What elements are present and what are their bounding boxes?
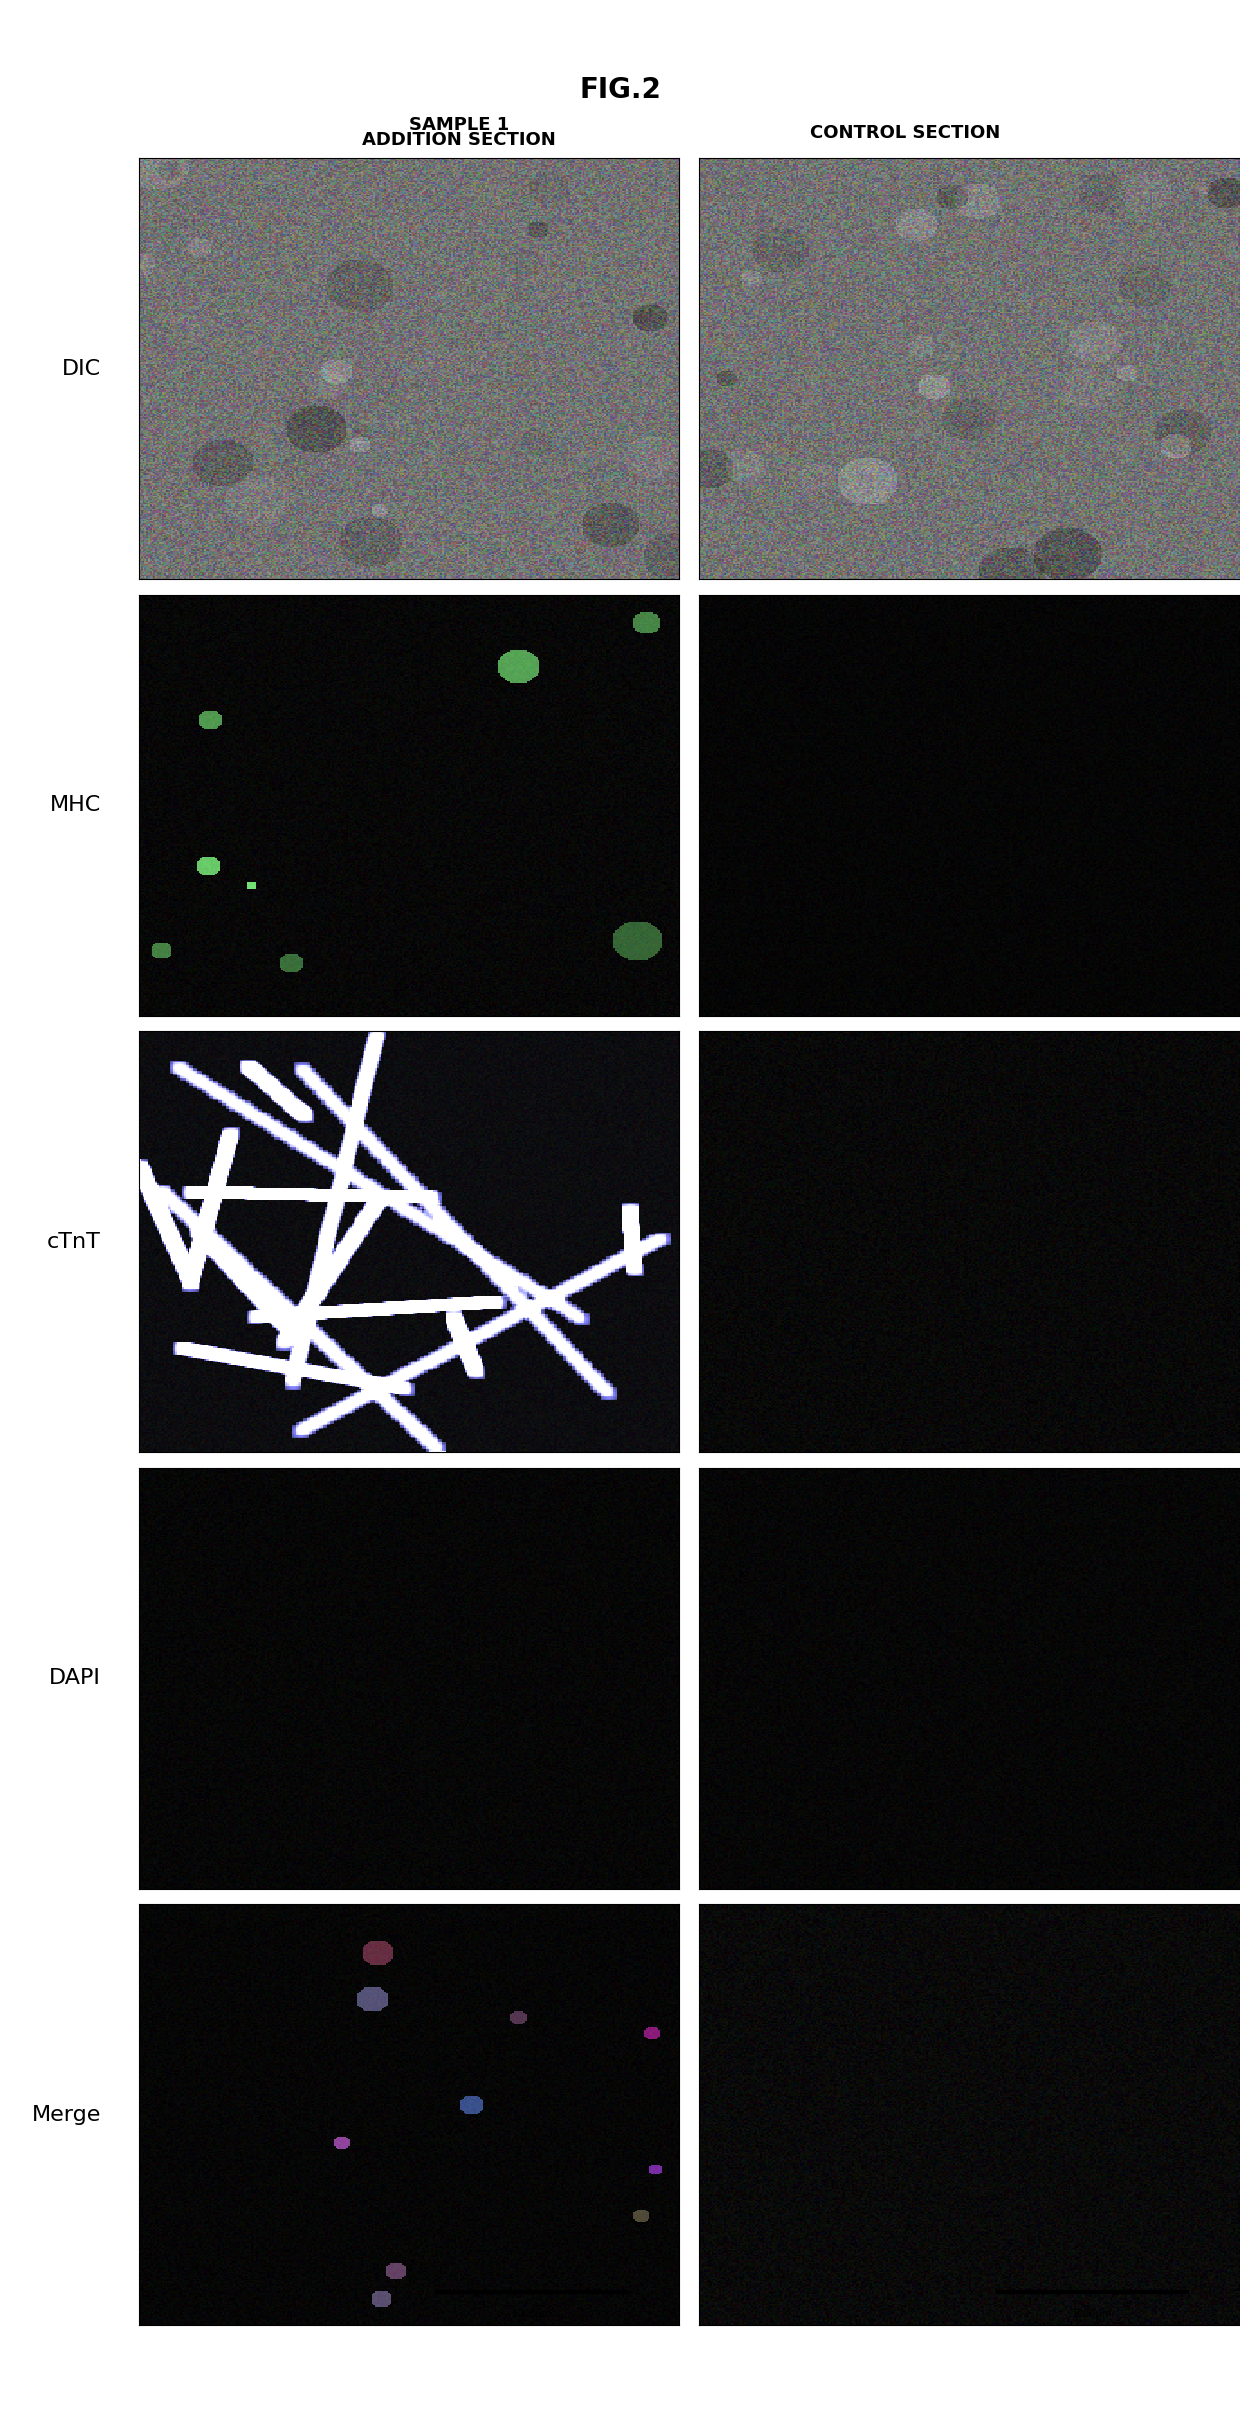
Text: 1000μm: 1000μm (1073, 2308, 1112, 2318)
Text: SAMPLE 1: SAMPLE 1 (409, 116, 508, 133)
Text: DIC: DIC (62, 358, 102, 378)
Text: Merge: Merge (32, 2105, 102, 2124)
Text: ADDITION SECTION: ADDITION SECTION (362, 131, 556, 148)
Text: DAPI: DAPI (50, 1669, 102, 1688)
Text: CONTROL SECTION: CONTROL SECTION (810, 124, 1001, 140)
Text: 1000μm: 1000μm (512, 2308, 552, 2318)
Text: cTnT: cTnT (47, 1233, 102, 1252)
Text: MHC: MHC (50, 794, 102, 816)
Text: FIG.2: FIG.2 (579, 78, 661, 104)
